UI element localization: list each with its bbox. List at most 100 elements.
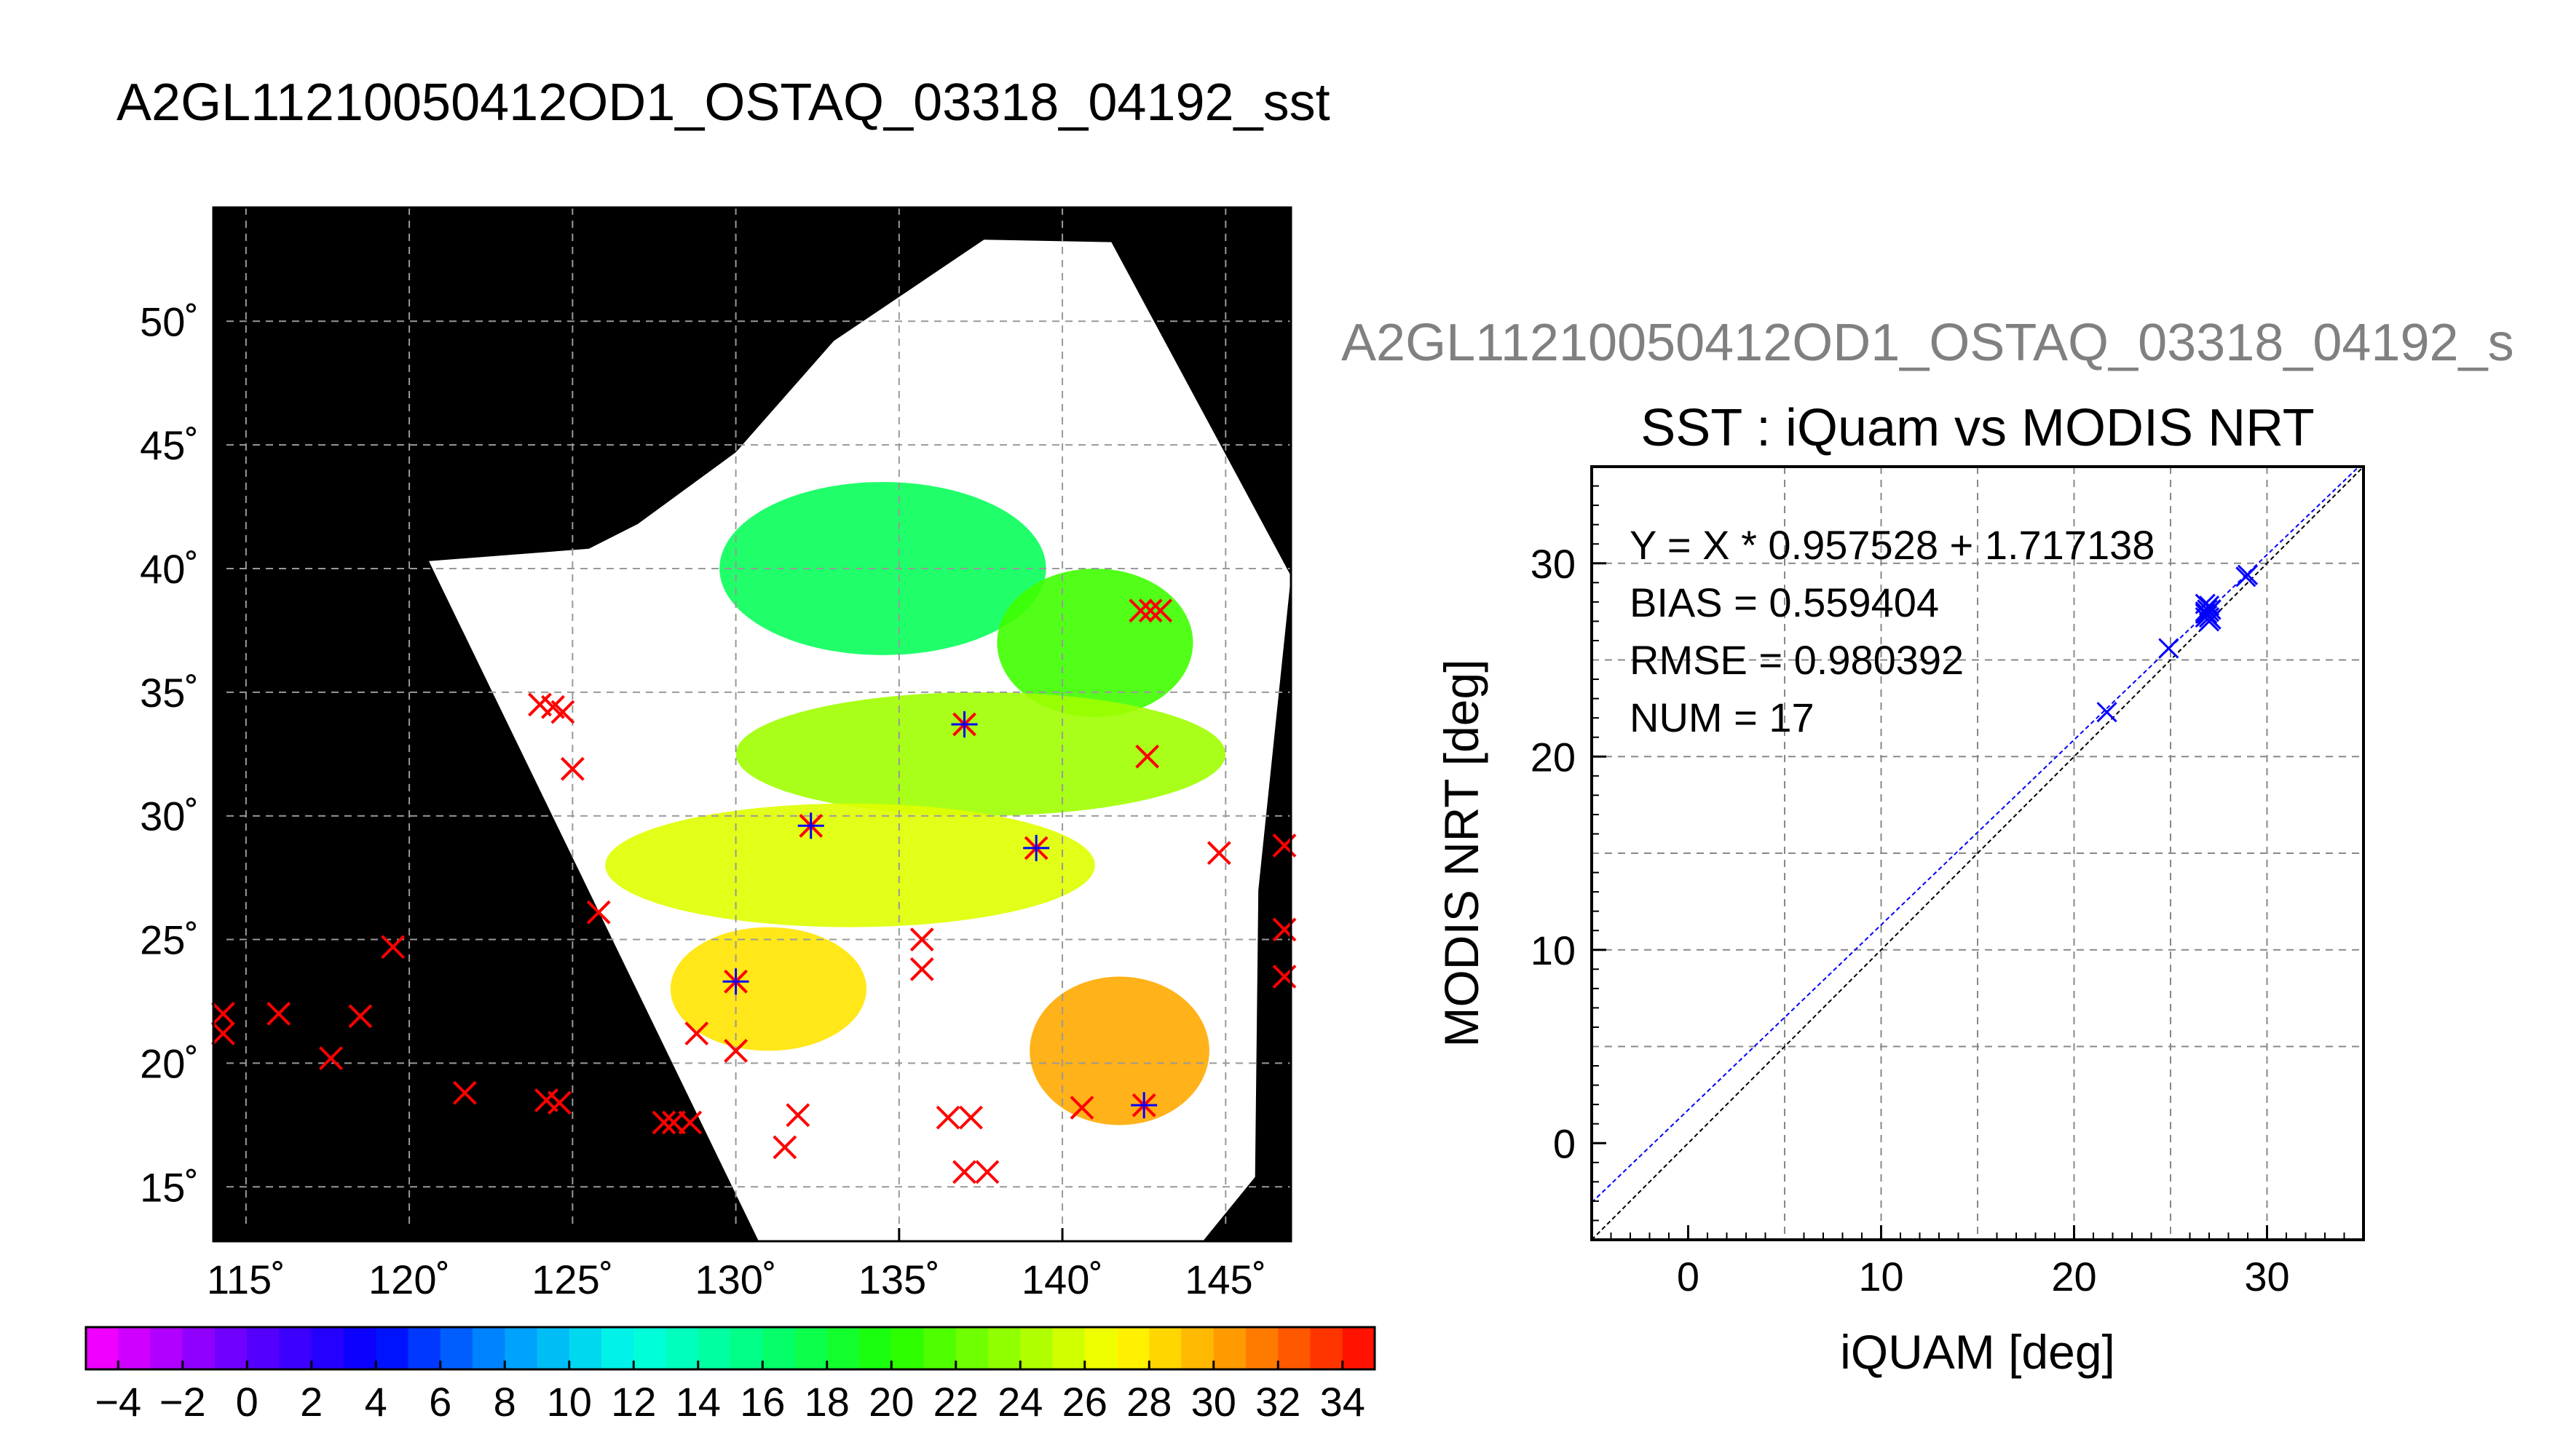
colorbar-segment [1117,1327,1150,1369]
scatter-y-tick-label: 10 [1531,927,1576,973]
matchup-marker [975,1160,1000,1184]
scatter-x-ticks: 0 10 20 30 [1610,1225,2345,1299]
scatter-title: SST : iQuam vs MODIS NRT [1640,399,2315,457]
colorbar-tick-label: 2 [300,1379,323,1425]
colorbar-segment [826,1327,860,1369]
colorbar-segment [344,1327,376,1369]
colorbar-segment [1181,1327,1215,1369]
matchup-marker [959,1105,983,1130]
matchup-marker [266,1002,291,1026]
colorbar-segment [440,1327,473,1369]
matchup-marker [786,1103,810,1128]
matchup-marker-in-swath [1023,834,1050,861]
colorbar-segment [762,1327,795,1369]
colorbar-segment [1213,1327,1247,1369]
matchup-marker [550,700,575,724]
matchup-marker [1207,841,1231,866]
colorbar-tick-label: 16 [740,1379,785,1425]
scatter-x-tick-label: 0 [1677,1254,1699,1299]
matchup-marker [1070,1096,1094,1120]
scatter-y-tick-label: 0 [1553,1120,1576,1166]
matchup-marker [652,1110,676,1135]
colorbar-segment [118,1327,151,1369]
colorbar-tick-label: 20 [869,1379,914,1425]
colorbar-tick-label: 22 [933,1379,979,1425]
colorbar-segment [569,1327,602,1369]
sst-region [1030,976,1209,1125]
scatter-point [2200,599,2222,620]
matchup-marker [381,935,406,960]
matchup-marker-in-swath [797,812,824,839]
scatter-x-tick-label: 10 [1858,1254,1903,1299]
map-matchup-markers [211,598,1297,1184]
colorbar-segment [859,1327,892,1369]
map-x-tick-label: 115˚ [207,1257,285,1302]
colorbar-segment [1084,1327,1118,1369]
identity-line [1591,466,2364,1241]
matchup-marker [211,1002,235,1026]
scatter-y-ticks: 0 10 20 30 [1531,485,1606,1222]
map-x-tick-label: 130˚ [695,1257,777,1302]
scatter-source-label: A2GL11210050412OD1_OSTAQ_03318_04192_s [1341,314,2514,372]
sst-region [670,927,866,1051]
matchup-marker [1135,744,1160,769]
colorbar-segment [794,1327,828,1369]
matchup-marker-in-swath [722,968,749,995]
matchup-marker [348,1004,373,1029]
colorbar-segment [182,1327,216,1369]
matchup-marker [1129,598,1153,623]
scatter-stat-line: RMSE = 0.980392 [1630,637,1964,683]
colorbar-tick-label: 14 [676,1379,721,1425]
matchup-marker [724,1039,748,1063]
matchup-marker [452,1080,477,1105]
map-title: A2GL11210050412OD1_OSTAQ_03318_04192_sst [117,74,1330,132]
matchup-marker [678,1110,703,1135]
colorbar-segment [1020,1327,1053,1369]
map-y-tick-label: 30˚ [140,794,199,839]
scatter-stat-line: BIAS = 0.559404 [1630,579,1939,625]
colorbar-segment [408,1327,441,1369]
matchup-marker-in-swath [1131,1092,1158,1119]
colorbar-tick-label: 4 [365,1379,387,1425]
colorbar-tick-label: 28 [1126,1379,1172,1425]
colorbar-segment [730,1327,763,1369]
scatter-x-tick-label: 20 [2051,1254,2096,1299]
colorbar-segment [376,1327,408,1369]
scatter-points [2096,564,2259,723]
scatter-point [2237,564,2259,585]
scatter-point [2158,638,2179,659]
scatter-stats: Y = X * 0.957528 + 1.717138 BIAS = 0.5594… [1630,522,2155,740]
colorbar-segment [215,1327,248,1369]
colorbar-tick-label: 34 [1320,1379,1365,1425]
scatter-y-axis-label: MODIS NRT [deg] [1434,659,1488,1047]
colorbar-segment [633,1327,666,1369]
colorbar-segment [86,1327,119,1369]
colorbar-tick-label: 18 [805,1379,850,1425]
matchup-marker [547,1091,572,1115]
map-y-tick-label: 45˚ [140,422,199,468]
colorbar-segment [1278,1327,1311,1369]
map-x-tick-label: 140˚ [1022,1257,1103,1302]
colorbar-tick-label: 32 [1255,1379,1300,1425]
map-x-tick-label: 145˚ [1185,1257,1266,1302]
colorbar-segment [311,1327,344,1369]
map-x-tick-label: 125˚ [532,1257,613,1302]
colorbar-segment [1052,1327,1086,1369]
map-y-tick-label: 20˚ [140,1040,199,1086]
matchup-marker [773,1135,797,1160]
matchup-marker [211,1021,235,1046]
colorbar-segment [1342,1327,1375,1369]
scatter-point [2096,702,2117,723]
matchup-marker [586,900,611,925]
map-y-tick-label: 35˚ [140,670,199,716]
matchup-marker [1138,598,1163,623]
map-latitude-ticks: 15˚ 20˚ 25˚ 30˚ 35˚ 40˚ 45˚ 50˚ [140,298,226,1210]
map-frame [212,206,1292,1243]
matchup-marker [909,957,934,981]
colorbar-segment [698,1327,731,1369]
map-x-tick-label: 135˚ [858,1257,940,1302]
regression-line [1591,466,2360,1203]
map-x-tick-label: 120˚ [368,1257,450,1302]
map-grid [213,207,1291,1241]
